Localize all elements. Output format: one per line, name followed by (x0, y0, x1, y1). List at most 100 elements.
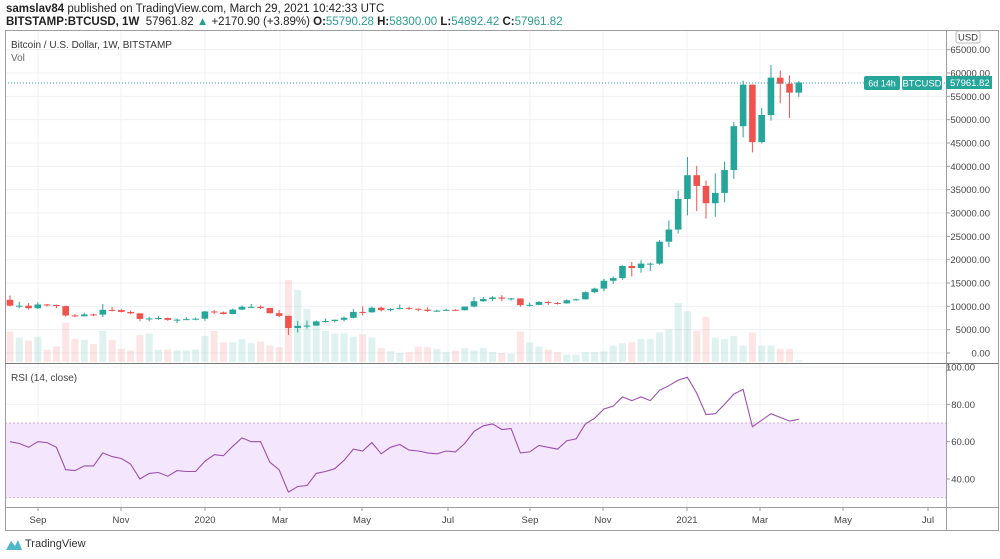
symbol-info: BITSTAMP:BTCUSD, 1W 57961.82 ▲ +2170.90 … (6, 16, 563, 28)
candle-body (53, 304, 60, 307)
volume-bar (795, 360, 803, 362)
candle-body (192, 318, 199, 320)
candle-body (665, 229, 673, 242)
candle-body (498, 297, 506, 299)
time-tick-label: Jul (442, 515, 454, 526)
volume-bar (721, 339, 729, 362)
candles (6, 65, 803, 336)
price-change: +2170.90 (+3.89%) (211, 16, 310, 28)
rsi-band (5, 423, 946, 498)
volume-bar (461, 348, 469, 362)
volume-bar (767, 345, 775, 362)
open-value: 55790.28 (325, 16, 374, 28)
candle-body (637, 263, 645, 269)
volume-bar (117, 348, 125, 362)
chart-title: Bitcoin / U.S. Dollar, 1W, BITSTAMP (11, 40, 172, 51)
candle-body (312, 321, 320, 326)
rsi-axis[interactable]: 40.00 60.00 80.00 100.00 (946, 363, 975, 486)
volume-bar (451, 350, 459, 362)
volume-bar (368, 337, 376, 362)
price-tick-label: 25000.00 (950, 232, 990, 243)
volume-bar (563, 354, 571, 362)
candle-body (25, 305, 32, 309)
candle-body (544, 301, 552, 303)
candle-body (183, 319, 190, 321)
candle-body (99, 309, 107, 315)
volume-bar (442, 352, 450, 362)
volume-bars (6, 280, 803, 362)
volume-bar (108, 339, 116, 362)
high-value: 58300.00 (389, 16, 438, 28)
low-value: 54892.42 (451, 16, 500, 28)
candle-body (684, 175, 691, 199)
volume-bar (739, 345, 747, 362)
candle-body (201, 311, 209, 319)
volume-bar (656, 332, 664, 362)
candle-body (238, 306, 246, 310)
candle-body (247, 306, 255, 308)
candle-body (721, 170, 728, 193)
candle-body (489, 297, 496, 300)
high-label: H: (377, 16, 390, 28)
volume-bar (758, 345, 766, 362)
time-axis[interactable]: Sep Nov 2020 Mar May Jul Sep Nov 2021 Mar May Jul (30, 507, 935, 526)
volume-bar (730, 335, 738, 362)
candle-body (776, 77, 784, 84)
volume-bar (776, 348, 784, 362)
price-tick-label: 65000.00 (950, 45, 990, 56)
candle-body (470, 301, 478, 307)
candle-body (80, 314, 88, 317)
price-tick-label: 40000.00 (950, 162, 990, 173)
volume-bar (322, 330, 330, 362)
price-tick-label: 15000.00 (950, 279, 990, 290)
candle-body (43, 304, 51, 306)
candle-body (164, 318, 172, 320)
candle-body (340, 317, 348, 320)
candle-body (415, 308, 422, 310)
price-tick-label: 50000.00 (950, 115, 990, 126)
tradingview-logo[interactable]: TradingView (6, 538, 86, 550)
volume-bar (711, 337, 719, 362)
candle-body (127, 311, 134, 314)
candle-body (322, 320, 329, 322)
symbol-price-tag (902, 76, 942, 90)
tradingview-logo-icon (6, 540, 22, 550)
volume-bar (377, 348, 385, 362)
time-tick-label: May (353, 515, 371, 526)
candle-body (749, 84, 756, 143)
volume-bar (80, 339, 88, 362)
candle-body (303, 325, 311, 327)
candle-body (442, 309, 450, 311)
volume-bar (99, 330, 107, 362)
candle-body (285, 315, 292, 328)
volume-bar (219, 342, 227, 362)
volume-bar (470, 350, 478, 362)
candle-body (758, 115, 765, 143)
candle-body (396, 307, 404, 309)
candle-body (526, 304, 533, 306)
candle-body (62, 306, 69, 316)
countdown-tag (864, 76, 900, 90)
candle-body (656, 241, 663, 264)
volume-bar (275, 347, 283, 362)
candle-body (257, 306, 264, 308)
volume-bar (145, 333, 153, 362)
publisher-name[interactable]: samslav84 (6, 3, 65, 15)
volume-bar (229, 342, 237, 362)
candle-body (535, 301, 543, 305)
price-tick-label: 0.00 (972, 349, 991, 360)
currency-badge[interactable] (955, 30, 981, 44)
candle-body (220, 312, 227, 315)
volume-bar (609, 345, 617, 362)
candle-body (647, 263, 654, 265)
price-tick-label: 20000.00 (950, 255, 990, 266)
candle-body (600, 280, 608, 289)
candle-body (479, 299, 487, 302)
volume-bar (516, 331, 524, 362)
price-axis[interactable]: 0.00 5000.00 10000.00 15000.00 20000.00 25000… (946, 45, 991, 360)
candle-body (6, 299, 14, 306)
candle-body (155, 318, 162, 319)
volume-bar (637, 339, 645, 362)
candle-body (266, 307, 274, 314)
